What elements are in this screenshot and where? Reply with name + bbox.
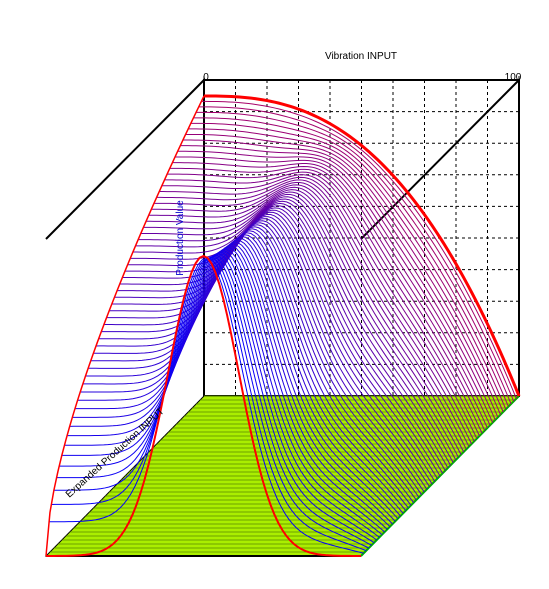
surface-line: [132, 200, 449, 469]
surface-line: [48, 257, 364, 554]
surface-line: [101, 226, 417, 501]
surface-line: [111, 218, 428, 490]
surface-line: [130, 202, 446, 471]
floor-plane: [44, 395, 521, 557]
surface-line: [96, 230, 412, 506]
surface-line: [196, 111, 512, 405]
surface-line: [69, 248, 386, 533]
surface-line: [175, 156, 491, 426]
surface-line: [72, 247, 388, 530]
surface-line: [127, 205, 444, 474]
surface-line: [109, 220, 425, 493]
surface-line: [67, 250, 383, 536]
surface-line: [85, 238, 401, 517]
surface-lines: [45, 95, 520, 557]
surface-line: [88, 236, 404, 514]
surface-line: [74, 245, 391, 528]
floor-right-edge: [360, 395, 520, 557]
surface-line: [188, 128, 504, 413]
surface-line: [167, 168, 483, 434]
surface-line: [151, 184, 467, 450]
surface-line: [82, 239, 399, 519]
surface-line: [161, 174, 478, 439]
surface-line: [77, 243, 393, 525]
surface-line: [106, 222, 422, 495]
x-tick-label-100: 100: [505, 72, 522, 83]
surface-line: [177, 150, 494, 423]
surface-line: [164, 171, 480, 437]
surface-line: [153, 181, 470, 447]
surface-line: [146, 189, 462, 455]
surface-line: [159, 176, 475, 442]
surface-line: [119, 211, 436, 482]
surface-line: [148, 186, 465, 453]
surface-line: [93, 232, 409, 509]
left-wall-top-edge: [45, 79, 205, 240]
surface-line: [172, 162, 488, 429]
surface-line: [156, 179, 473, 445]
right-wall-top-edge: [360, 79, 520, 240]
surface-line: [103, 224, 420, 498]
surface-edges: [45, 94, 521, 557]
surface-line: [98, 228, 415, 503]
surface-line: [56, 255, 372, 546]
surface-line: [185, 133, 502, 415]
surface-line: [190, 122, 507, 410]
surface-line: [169, 165, 486, 431]
surface-line: [122, 209, 438, 479]
x-tick-label-0: 0: [203, 72, 209, 83]
surface-line: [193, 117, 509, 407]
surface-line: [124, 207, 441, 477]
left-edge-curve: [45, 95, 205, 557]
chart-walls: [45, 76, 520, 397]
x-axis-label: Vibration INPUT: [325, 51, 397, 62]
y-axis-label: Production Value: [175, 200, 186, 276]
surface-line: [80, 241, 396, 522]
surface-line: [180, 145, 496, 421]
surface-line: [64, 252, 380, 538]
surface-line: [182, 139, 499, 418]
surface-line: [59, 254, 375, 544]
back-edge-curve: [203, 94, 521, 397]
surface-line: [53, 256, 370, 549]
surface-line: [140, 193, 457, 461]
surface-line: [114, 216, 430, 487]
front-edge-curve: [45, 254, 362, 557]
surface-line: [138, 196, 454, 463]
surface-line: [198, 106, 515, 402]
surface-line: [61, 253, 378, 541]
surface-line: [201, 100, 517, 399]
surface-line: [143, 191, 459, 458]
surface-line: [117, 213, 433, 485]
surface-line: [135, 198, 451, 466]
surface-line: [90, 234, 407, 511]
